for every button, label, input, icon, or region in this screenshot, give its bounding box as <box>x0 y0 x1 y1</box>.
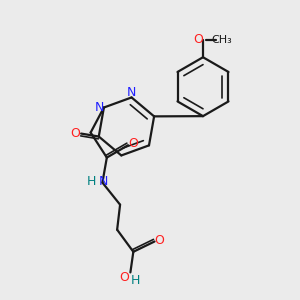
Text: O: O <box>119 271 129 284</box>
Text: N: N <box>95 101 104 114</box>
Text: H: H <box>87 175 96 188</box>
Text: N: N <box>127 85 136 99</box>
Text: CH₃: CH₃ <box>211 34 232 45</box>
Text: H: H <box>131 274 140 287</box>
Text: O: O <box>154 233 164 247</box>
Text: N: N <box>98 175 108 188</box>
Text: O: O <box>128 137 138 150</box>
Text: O: O <box>70 127 80 140</box>
Text: O: O <box>194 33 203 46</box>
